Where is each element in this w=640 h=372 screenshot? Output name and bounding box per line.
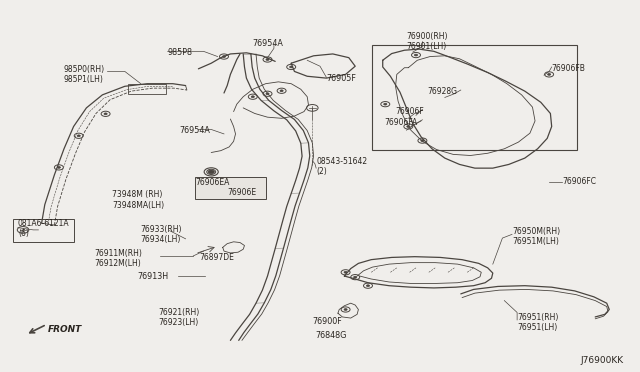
Text: 76897DE: 76897DE bbox=[200, 253, 234, 262]
Circle shape bbox=[344, 272, 347, 273]
Circle shape bbox=[280, 90, 283, 92]
Text: 76900F: 76900F bbox=[312, 317, 342, 326]
Text: J76900KK: J76900KK bbox=[580, 356, 623, 365]
Circle shape bbox=[266, 93, 269, 94]
Text: 76950M(RH)
76951M(LH): 76950M(RH) 76951M(LH) bbox=[512, 227, 560, 246]
Circle shape bbox=[223, 56, 225, 57]
Circle shape bbox=[210, 171, 212, 173]
Text: 76906EA: 76906EA bbox=[195, 178, 230, 187]
Text: 76928G: 76928G bbox=[428, 87, 458, 96]
Text: 76900(RH)
76901(LH): 76900(RH) 76901(LH) bbox=[406, 32, 448, 51]
Text: 76913H: 76913H bbox=[138, 272, 169, 280]
FancyBboxPatch shape bbox=[195, 177, 266, 199]
Circle shape bbox=[77, 135, 80, 137]
Circle shape bbox=[384, 103, 387, 105]
Text: 76951(RH)
76951(LH): 76951(RH) 76951(LH) bbox=[517, 313, 559, 332]
Circle shape bbox=[354, 276, 356, 278]
Circle shape bbox=[290, 66, 292, 68]
Text: 08543-51642
(2): 08543-51642 (2) bbox=[316, 157, 367, 176]
Circle shape bbox=[208, 170, 214, 174]
Text: 76933(RH)
76934(LH): 76933(RH) 76934(LH) bbox=[141, 225, 182, 244]
Text: 76906E: 76906E bbox=[227, 188, 257, 197]
Circle shape bbox=[344, 309, 347, 310]
Text: 76954A: 76954A bbox=[179, 126, 210, 135]
Text: 76911M(RH)
76912M(LH): 76911M(RH) 76912M(LH) bbox=[95, 249, 143, 268]
Text: 985P0(RH)
985P1(LH): 985P0(RH) 985P1(LH) bbox=[64, 65, 105, 84]
Text: 76906FA: 76906FA bbox=[384, 118, 417, 126]
Text: FRONT: FRONT bbox=[48, 325, 83, 334]
Circle shape bbox=[421, 140, 424, 141]
Text: 76954A: 76954A bbox=[253, 39, 284, 48]
Text: 76906FC: 76906FC bbox=[562, 177, 596, 186]
Text: 081A6-6121A
(6): 081A6-6121A (6) bbox=[18, 219, 70, 238]
Text: 76848G: 76848G bbox=[315, 331, 346, 340]
Circle shape bbox=[58, 167, 60, 168]
Circle shape bbox=[548, 74, 550, 75]
Text: 76906F: 76906F bbox=[395, 107, 424, 116]
Text: 985P8: 985P8 bbox=[168, 48, 193, 57]
Text: 76905F: 76905F bbox=[326, 74, 356, 83]
Circle shape bbox=[104, 113, 107, 115]
Circle shape bbox=[415, 54, 417, 56]
Circle shape bbox=[407, 126, 410, 127]
Circle shape bbox=[252, 96, 254, 97]
Text: 73948M (RH)
73948MA(LH): 73948M (RH) 73948MA(LH) bbox=[112, 190, 164, 210]
Circle shape bbox=[266, 59, 269, 60]
Text: 76921(RH)
76923(LH): 76921(RH) 76923(LH) bbox=[159, 308, 200, 327]
Text: 76906FB: 76906FB bbox=[552, 64, 586, 73]
Circle shape bbox=[367, 285, 369, 286]
